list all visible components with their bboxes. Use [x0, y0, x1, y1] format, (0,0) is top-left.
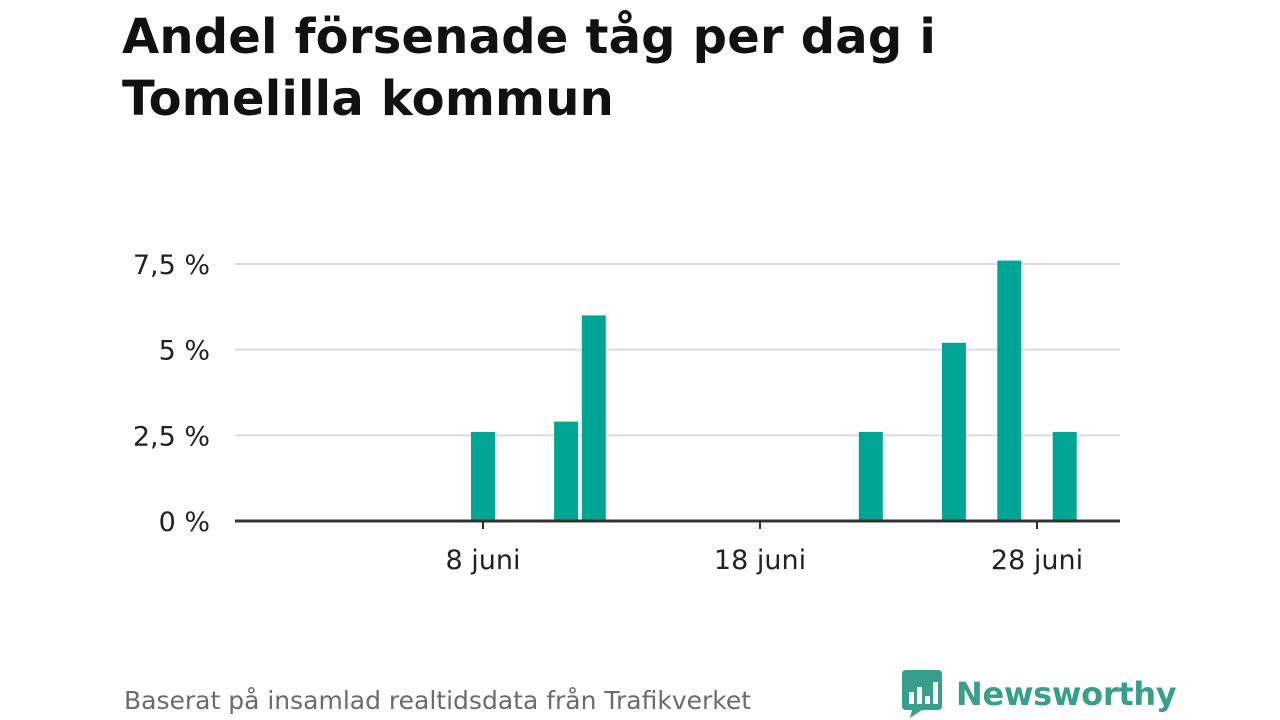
bar	[1052, 431, 1077, 521]
gridlines	[235, 263, 1120, 437]
newsworthy-brand[interactable]: Newsworthy	[902, 670, 1177, 718]
x-tick-label: 8 juni	[446, 545, 521, 576]
brand-name: Newsworthy	[956, 675, 1177, 713]
y-tick-label: 5 %	[159, 336, 210, 367]
x-axis-ticks: 8 juni 18 juni 28 juni	[446, 521, 1083, 576]
y-tick-label: 2,5 %	[133, 421, 210, 452]
source-note: Baserat på insamlad realtidsdata från Tr…	[124, 686, 752, 715]
y-axis-labels: 0 % 2,5 % 5 % 7,5 %	[133, 250, 210, 538]
y-tick-label: 0 %	[159, 507, 210, 538]
bar	[858, 431, 883, 521]
bar	[471, 431, 495, 521]
bar	[997, 260, 1022, 521]
newsworthy-logo-icon	[902, 670, 942, 718]
x-tick-label: 18 juni	[714, 545, 806, 576]
bars	[471, 260, 1077, 521]
bar	[941, 342, 966, 521]
y-tick-label: 7,5 %	[133, 250, 210, 281]
bar-chart: 8 juni 18 juni 28 juni 0 % 2,5 % 5 % 7,5 %	[133, 250, 1120, 576]
bar	[581, 315, 606, 521]
chart-title: Andel försenade tåg per dag i Tomelilla …	[122, 9, 937, 127]
x-tick-label: 28 juni	[991, 545, 1083, 576]
bar	[554, 421, 579, 521]
